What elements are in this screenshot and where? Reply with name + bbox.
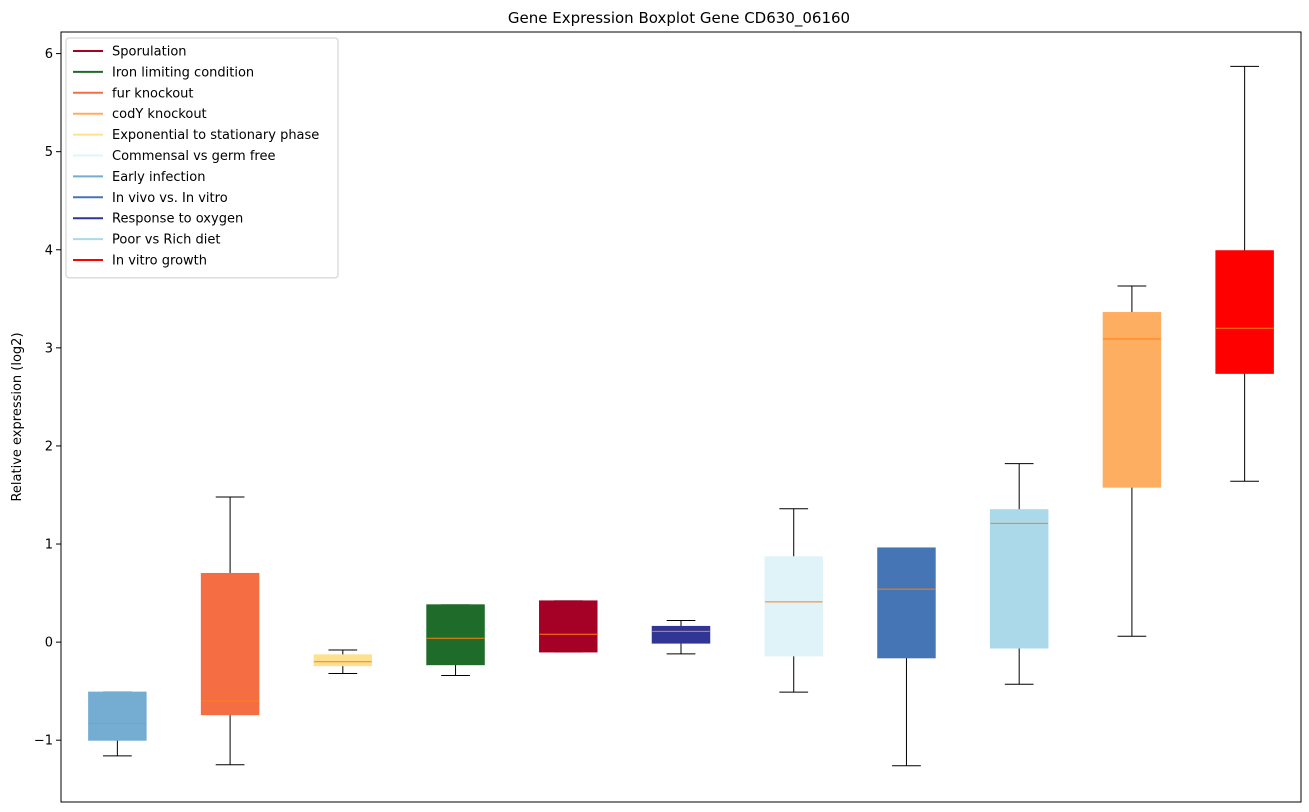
y-tick-label: 4 [45,243,53,258]
iqr-box [651,625,711,644]
y-tick-label: 0 [45,636,53,651]
y-tick-label: 1 [45,538,53,553]
legend-label: In vitro growth [112,254,207,269]
y-tick-label: −1 [34,734,53,749]
legend-label: codY knockout [112,107,207,122]
box-9 [989,463,1049,685]
box-1 [88,691,147,757]
box-11 [1215,65,1274,482]
iqr-box [989,509,1049,649]
plot-frame [60,31,1302,803]
iqr-box [88,691,147,741]
legend-label: Poor vs Rich diet [112,233,220,248]
box-4 [426,604,485,676]
chart-title: Gene Expression Boxplot Gene CD630_06160 [508,9,850,28]
box-10 [1102,285,1162,637]
y-tick-label: 6 [45,47,53,62]
legend-entry: Commensal vs germ free [73,149,275,164]
box-7 [764,508,823,693]
legend-entry: Poor vs Rich diet [73,233,220,248]
legend-entry: In vitro growth [73,254,207,269]
box-6 [651,620,711,655]
iqr-box [764,556,823,657]
iqr-box [200,572,260,716]
box-5 [539,600,598,653]
legend-entry: Iron limiting condition [73,65,254,80]
box-8 [877,547,936,767]
legend-label: Commensal vs germ free [112,149,275,164]
legend-entry: Exponential to stationary phase [73,128,319,143]
y-tick-label: 2 [45,439,53,454]
y-tick-label: 3 [45,341,53,356]
legend-entry: In vivo vs. In vitro [73,191,228,206]
iqr-box [426,604,485,666]
legend-entry: Early infection [73,170,205,185]
legend-entry: Response to oxygen [73,212,243,227]
legend-box [65,37,339,279]
iqr-box [877,547,936,659]
y-axis-label: Relative expression (log2) [10,332,25,501]
box-3 [313,649,373,675]
legend-label: Early infection [112,170,205,185]
legend-label: Response to oxygen [112,212,243,227]
iqr-box [539,600,598,653]
y-tick-label: 5 [45,145,53,160]
iqr-box [1102,312,1162,488]
iqr-box [1215,250,1274,374]
legend-label: Sporulation [112,45,187,60]
box-2 [200,496,260,766]
legend-label: In vivo vs. In vitro [112,191,228,206]
legend-label: Iron limiting condition [112,65,254,80]
legend-entry: codY knockout [73,107,207,122]
legend-entry: fur knockout [73,86,194,101]
legend-label: Exponential to stationary phase [112,128,319,143]
iqr-box [313,654,373,667]
legend-label: fur knockout [112,86,194,101]
legend-entry: Sporulation [73,45,187,60]
